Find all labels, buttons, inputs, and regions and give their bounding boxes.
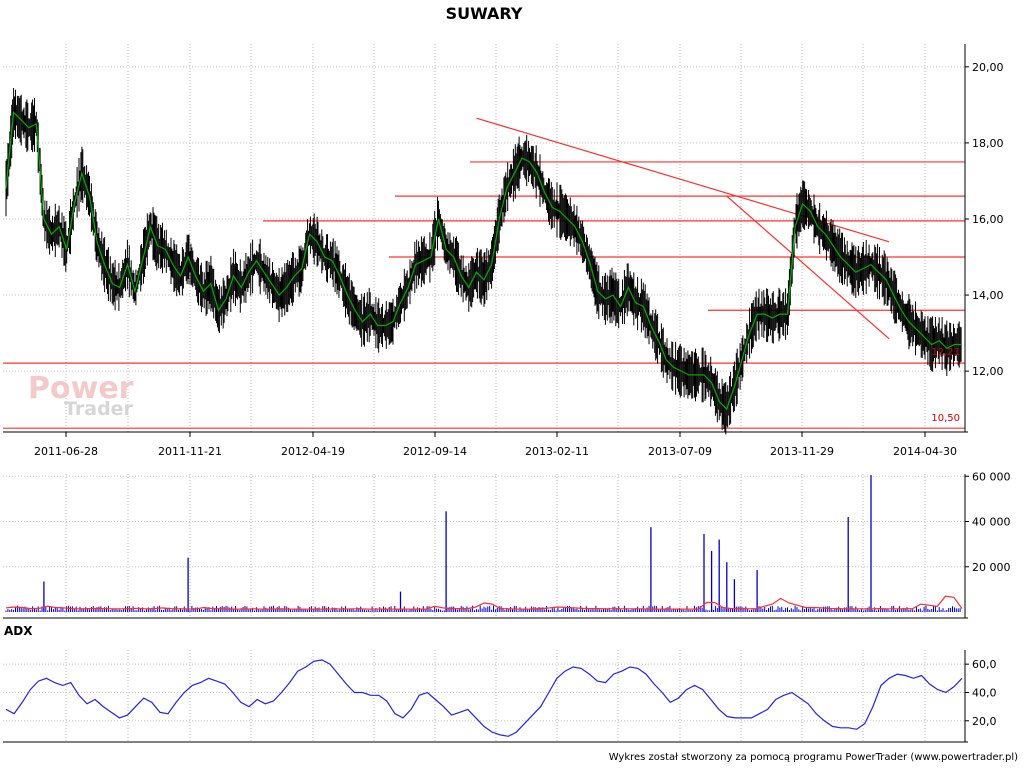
- credit-text: Wykres został stworzony za pomocą progra…: [609, 752, 1018, 763]
- trendline: [726, 195, 890, 340]
- adx-line: [5, 659, 963, 737]
- date-axis: 2011-06-28 2011-11-21 2012-04-19 2012-09-14…: [34, 432, 957, 458]
- level-label-10-50: 10,50: [931, 413, 960, 424]
- adx-y-tick-label: 60,0: [972, 658, 997, 671]
- volume-y-tick-label: 20 000: [972, 561, 1011, 574]
- price-y-tick-label: 20,00: [972, 61, 1004, 74]
- price-y-tick-label: 12,00: [972, 365, 1004, 378]
- price-y-tick-label: 16,00: [972, 213, 1004, 226]
- date-tick-label: 2012-09-14: [403, 445, 467, 458]
- watermark-trader: Trader: [64, 398, 134, 420]
- price-series: [5, 88, 962, 435]
- volume-panel: 20 000 40 000 60 000: [3, 470, 1011, 619]
- adx-panel: ADX 20,0 40,0 60,0: [3, 624, 997, 743]
- volume-y-tick-label: 60 000: [972, 470, 1011, 483]
- volume-grid: [3, 474, 965, 618]
- date-tick-label: 2013-02-11: [525, 445, 589, 458]
- volume-average: [5, 595, 963, 610]
- adx-grid: [3, 650, 965, 742]
- adx-series: [5, 659, 963, 737]
- date-tick-label: 2013-11-29: [770, 445, 834, 458]
- watermark-power: Power: [28, 371, 134, 406]
- price-y-tick-label: 14,00: [972, 289, 1004, 302]
- date-tick-label: 2013-07-09: [648, 445, 712, 458]
- chart-title: SUWARY: [446, 4, 523, 23]
- volume-bars: [5, 475, 961, 612]
- adx-y-tick-label: 40,0: [972, 686, 997, 699]
- date-tick-label: 2012-04-19: [281, 445, 345, 458]
- date-tick-label: 2011-11-21: [158, 445, 222, 458]
- price-y-tick-label: 18,00: [972, 137, 1004, 150]
- volume-y-axis: 20 000 40 000 60 000: [965, 470, 1011, 574]
- date-tick-label: 2014-04-30: [893, 445, 957, 458]
- adx-y-tick-label: 20,0: [972, 715, 997, 728]
- volume-average-line: [5, 595, 963, 610]
- volume-y-tick-label: 40 000: [972, 516, 1011, 529]
- date-tick-label: 2011-06-28: [34, 445, 98, 458]
- adx-y-axis: 20,0 40,0 60,0: [965, 658, 997, 728]
- price-panel: Power Trader 12,21 10,50 12,00 14,00 16,00…: [3, 44, 1004, 458]
- adx-label: ADX: [4, 624, 33, 638]
- watermark-logo: Power Trader: [28, 371, 134, 420]
- level-label-12-21: 12,21: [931, 347, 960, 358]
- price-y-axis: 12,00 14,00 16,00 18,00 20,00: [965, 61, 1004, 378]
- moving-average-line: [5, 111, 962, 411]
